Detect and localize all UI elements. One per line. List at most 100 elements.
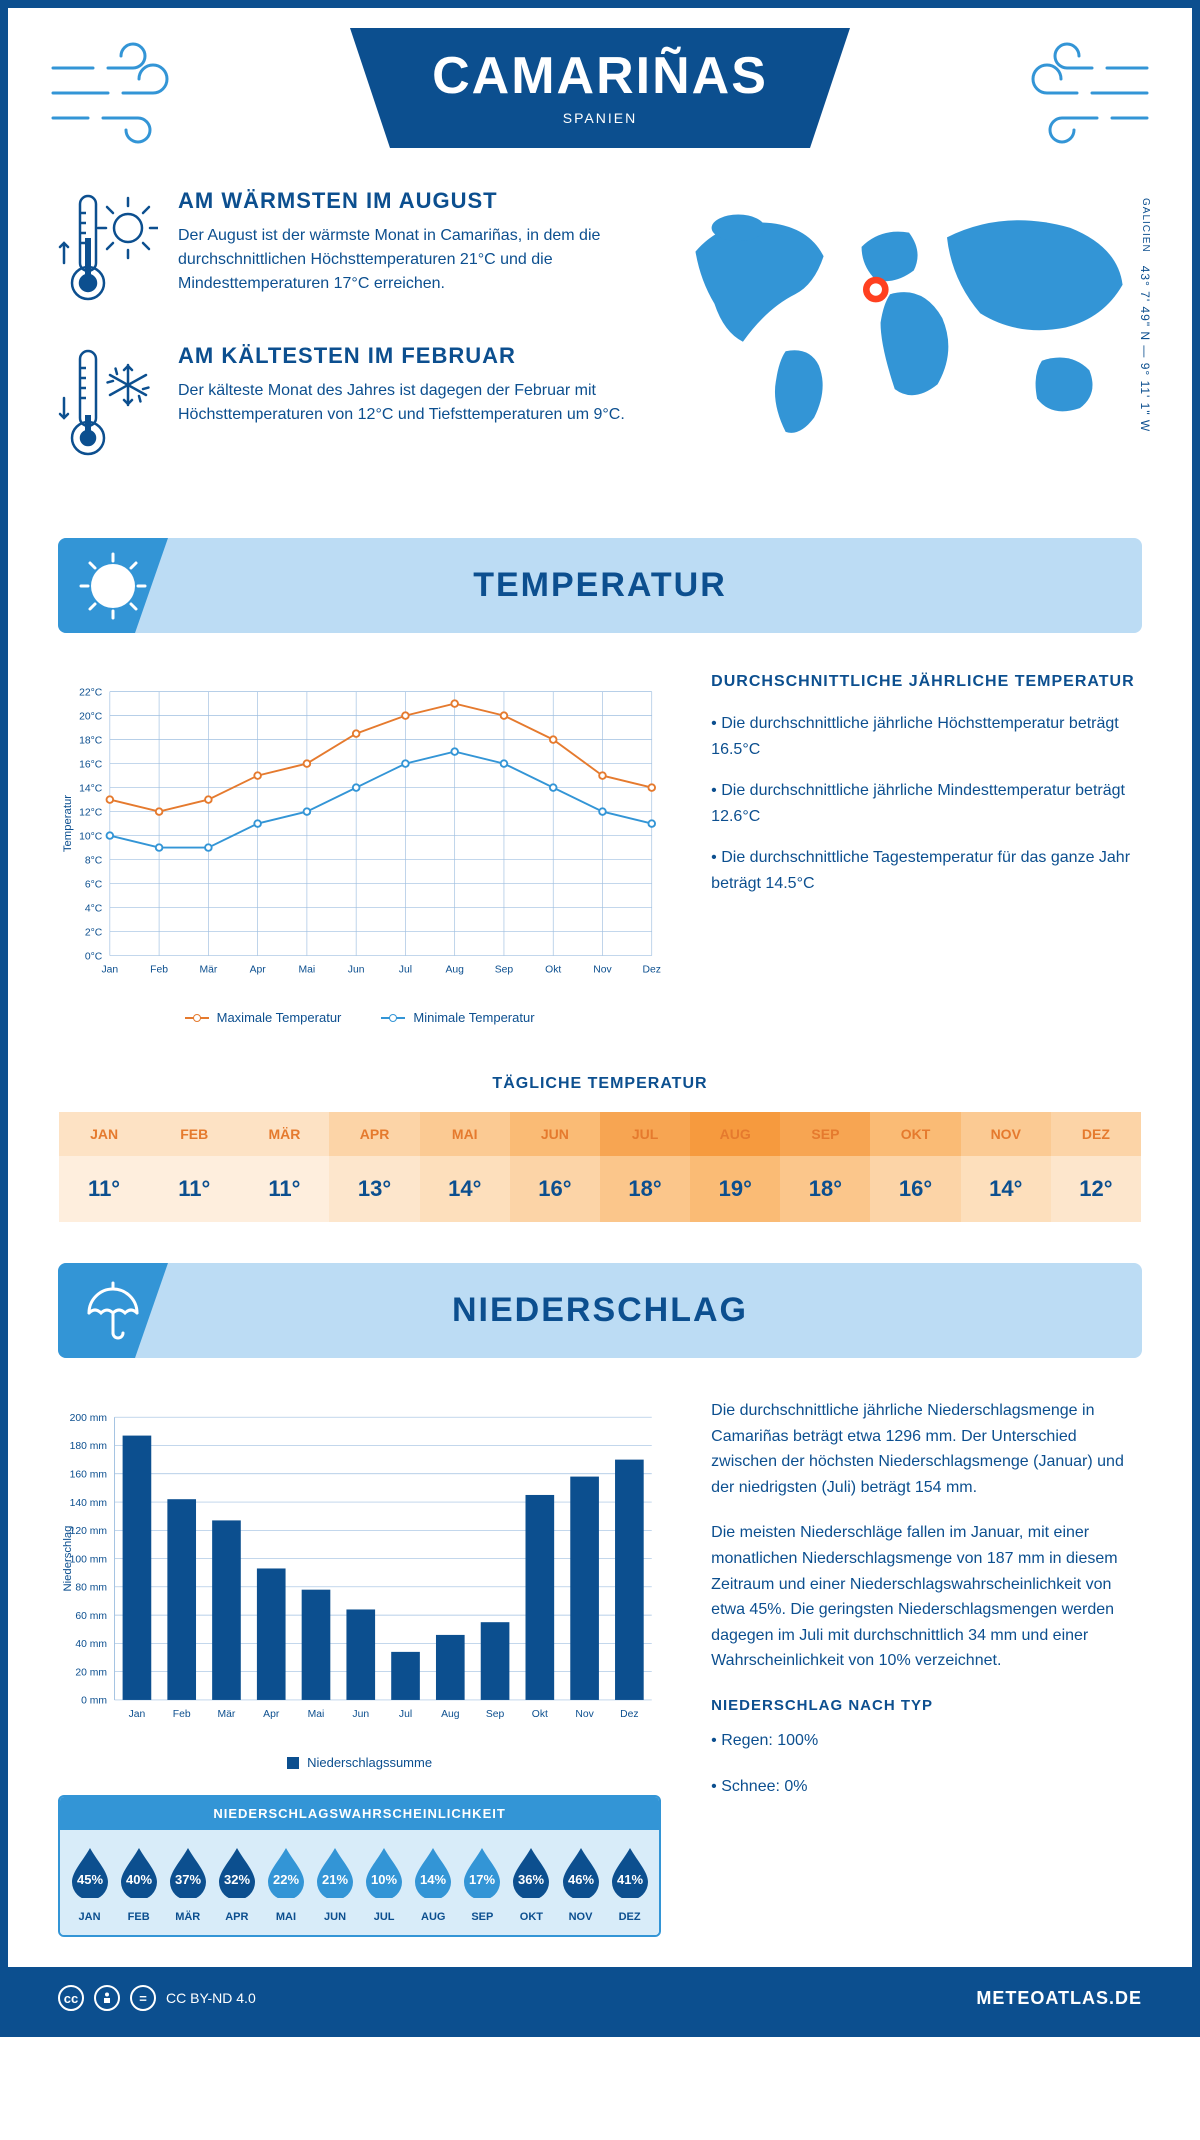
fact-warm-title: AM WÄRMSTEN IM AUGUST <box>178 188 627 214</box>
probability-title: NIEDERSCHLAGSWAHRSCHEINLICHKEIT <box>60 1797 659 1830</box>
prob-cell: 46% NOV <box>557 1846 604 1923</box>
coordinates: GALICIEN 43° 7' 49" N — 9° 11' 1" W <box>1138 198 1152 432</box>
svg-text:Sep: Sep <box>486 1709 505 1720</box>
legend-min: .legend-item:nth-child(2) .legend-swatch… <box>381 1010 534 1025</box>
precipitation-chart: 0 mm20 mm40 mm60 mm80 mm100 mm120 mm140 … <box>58 1398 661 1738</box>
svg-text:20°C: 20°C <box>79 711 103 722</box>
section-corner <box>58 538 168 633</box>
thermometer-sun-icon <box>58 188 158 308</box>
svg-text:Feb: Feb <box>173 1709 191 1720</box>
precip-summary: Die durchschnittliche jährliche Niedersc… <box>711 1398 1142 1937</box>
svg-text:Aug: Aug <box>445 964 464 975</box>
world-map-icon <box>667 188 1142 448</box>
section-corner <box>58 1263 168 1358</box>
svg-text:46%: 46% <box>568 1872 594 1887</box>
svg-text:Mär: Mär <box>218 1709 236 1720</box>
latlon-label: 43° 7' 49" N — 9° 11' 1" W <box>1138 266 1152 433</box>
prob-cell: 40% FEB <box>115 1846 162 1923</box>
svg-text:100 mm: 100 mm <box>70 1554 107 1565</box>
precip-title: NIEDERSCHLAG <box>452 1291 748 1330</box>
facts-column: AM WÄRMSTEN IM AUGUST Der August ist der… <box>58 188 627 498</box>
fact-warm-text: Der August ist der wärmste Monat in Cama… <box>178 224 627 296</box>
temperature-title: TEMPERATUR <box>473 566 727 605</box>
prob-cell: 37% MÄR <box>164 1846 211 1923</box>
thermometer-snow-icon <box>58 343 158 463</box>
sun-icon <box>78 551 148 621</box>
svg-text:Feb: Feb <box>150 964 168 975</box>
svg-text:Mär: Mär <box>199 964 217 975</box>
nd-icon: = <box>130 1985 156 2011</box>
footer: cc = CC BY-ND 4.0 METEOATLAS.DE <box>8 1967 1192 2029</box>
prob-cell: 10% JUL <box>361 1846 408 1923</box>
svg-text:6°C: 6°C <box>85 879 103 890</box>
precip-type-1: • Regen: 100% <box>711 1728 1142 1754</box>
page-title: CAMARIÑAS <box>430 46 770 106</box>
svg-text:Nov: Nov <box>575 1709 594 1720</box>
svg-text:32%: 32% <box>224 1872 250 1887</box>
umbrella-icon <box>79 1277 147 1345</box>
section-header-temperature: TEMPERATUR <box>58 538 1142 633</box>
svg-text:22%: 22% <box>273 1872 299 1887</box>
svg-text:200 mm: 200 mm <box>70 1413 107 1424</box>
svg-text:180 mm: 180 mm <box>70 1441 107 1452</box>
section-header-precipitation: NIEDERSCHLAG <box>58 1263 1142 1358</box>
temp-legend: .legend-item:nth-child(1) .legend-swatch… <box>58 1010 661 1025</box>
daily-temp-table: JAN11°FEB11°MÄR11°APR13°MAI14°JUN16°JUL1… <box>58 1111 1142 1223</box>
svg-text:8°C: 8°C <box>85 855 103 866</box>
svg-text:22°C: 22°C <box>79 687 103 698</box>
fact-coldest: AM KÄLTESTEN IM FEBRUAR Der kälteste Mon… <box>58 343 627 463</box>
svg-text:160 mm: 160 mm <box>70 1470 107 1481</box>
svg-text:36%: 36% <box>518 1872 544 1887</box>
svg-text:Temperatur: Temperatur <box>62 795 74 852</box>
svg-text:Aug: Aug <box>441 1709 460 1720</box>
avg-bullet-3: • Die durchschnittliche Tagestemperatur … <box>711 845 1142 896</box>
svg-text:Mai: Mai <box>308 1709 325 1720</box>
page-subtitle: SPANIEN <box>430 110 770 126</box>
license: cc = CC BY-ND 4.0 <box>58 1985 256 2011</box>
svg-text:16°C: 16°C <box>79 759 103 770</box>
svg-text:18°C: 18°C <box>79 735 103 746</box>
title-banner: CAMARIÑAS SPANIEN <box>350 28 850 148</box>
svg-text:120 mm: 120 mm <box>70 1526 107 1537</box>
svg-text:Jul: Jul <box>399 1709 412 1720</box>
svg-text:41%: 41% <box>617 1872 643 1887</box>
prob-cell: 17% SEP <box>459 1846 506 1923</box>
svg-text:Apr: Apr <box>250 964 267 975</box>
prob-cell: 21% JUN <box>311 1846 358 1923</box>
legend-max: .legend-item:nth-child(1) .legend-swatch… <box>185 1010 342 1025</box>
svg-text:40%: 40% <box>126 1872 152 1887</box>
wind-icon <box>48 38 188 148</box>
intro-section: AM WÄRMSTEN IM AUGUST Der August ist der… <box>8 148 1192 528</box>
svg-text:10%: 10% <box>371 1872 397 1887</box>
svg-text:Dez: Dez <box>620 1709 638 1720</box>
temperature-summary: DURCHSCHNITTLICHE JÄHRLICHE TEMPERATUR •… <box>711 673 1142 1025</box>
svg-text:14°C: 14°C <box>79 783 103 794</box>
svg-text:140 mm: 140 mm <box>70 1498 107 1509</box>
daily-temp-title: TÄGLICHE TEMPERATUR <box>8 1075 1192 1093</box>
svg-text:60 mm: 60 mm <box>75 1611 107 1622</box>
prob-cell: 22% MAI <box>262 1846 309 1923</box>
avg-heading: DURCHSCHNITTLICHE JÄHRLICHE TEMPERATUR <box>711 673 1142 691</box>
svg-text:37%: 37% <box>175 1872 201 1887</box>
precip-left: 0 mm20 mm40 mm60 mm80 mm100 mm120 mm140 … <box>58 1398 661 1937</box>
probability-box: NIEDERSCHLAGSWAHRSCHEINLICHKEIT 45% JAN … <box>58 1795 661 1937</box>
svg-text:Mai: Mai <box>299 964 316 975</box>
svg-text:Jun: Jun <box>348 964 365 975</box>
temperature-body: 0°C2°C4°C6°C8°C10°C12°C14°C16°C18°C20°C2… <box>8 633 1192 1045</box>
svg-text:Jul: Jul <box>399 964 412 975</box>
svg-text:21%: 21% <box>322 1872 348 1887</box>
svg-text:0°C: 0°C <box>85 951 103 962</box>
avg-bullet-2: • Die durchschnittliche jährliche Mindes… <box>711 778 1142 829</box>
prob-cell: 32% APR <box>213 1846 260 1923</box>
probability-grid: 45% JAN 40% FEB 37% MÄR 32% APR 22% MAI <box>60 1830 659 1935</box>
footer-brand: METEOATLAS.DE <box>976 1988 1142 2009</box>
svg-text:4°C: 4°C <box>85 903 103 914</box>
svg-text:Niederschlag: Niederschlag <box>62 1526 74 1592</box>
svg-text:2°C: 2°C <box>85 927 103 938</box>
svg-text:17%: 17% <box>469 1872 495 1887</box>
precip-legend: Niederschlagssumme <box>58 1755 661 1770</box>
precip-para-1: Die durchschnittliche jährliche Niedersc… <box>711 1398 1142 1500</box>
prob-cell: 14% AUG <box>410 1846 457 1923</box>
svg-text:20 mm: 20 mm <box>75 1667 107 1678</box>
svg-text:0 mm: 0 mm <box>81 1696 107 1707</box>
